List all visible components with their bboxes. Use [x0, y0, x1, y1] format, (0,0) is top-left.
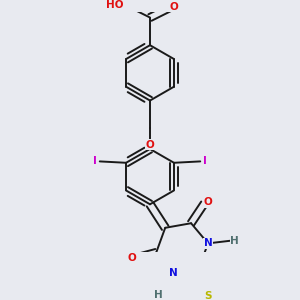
Text: S: S	[204, 291, 212, 300]
Text: H: H	[230, 236, 239, 246]
Text: O: O	[146, 140, 154, 150]
Text: I: I	[94, 156, 98, 167]
Text: O: O	[128, 253, 136, 263]
Text: N: N	[204, 238, 212, 248]
Text: HO: HO	[106, 1, 123, 10]
Text: O: O	[203, 197, 212, 207]
Text: I: I	[202, 156, 206, 167]
Text: O: O	[169, 2, 178, 12]
Text: N: N	[169, 268, 178, 278]
Text: H: H	[154, 290, 163, 300]
